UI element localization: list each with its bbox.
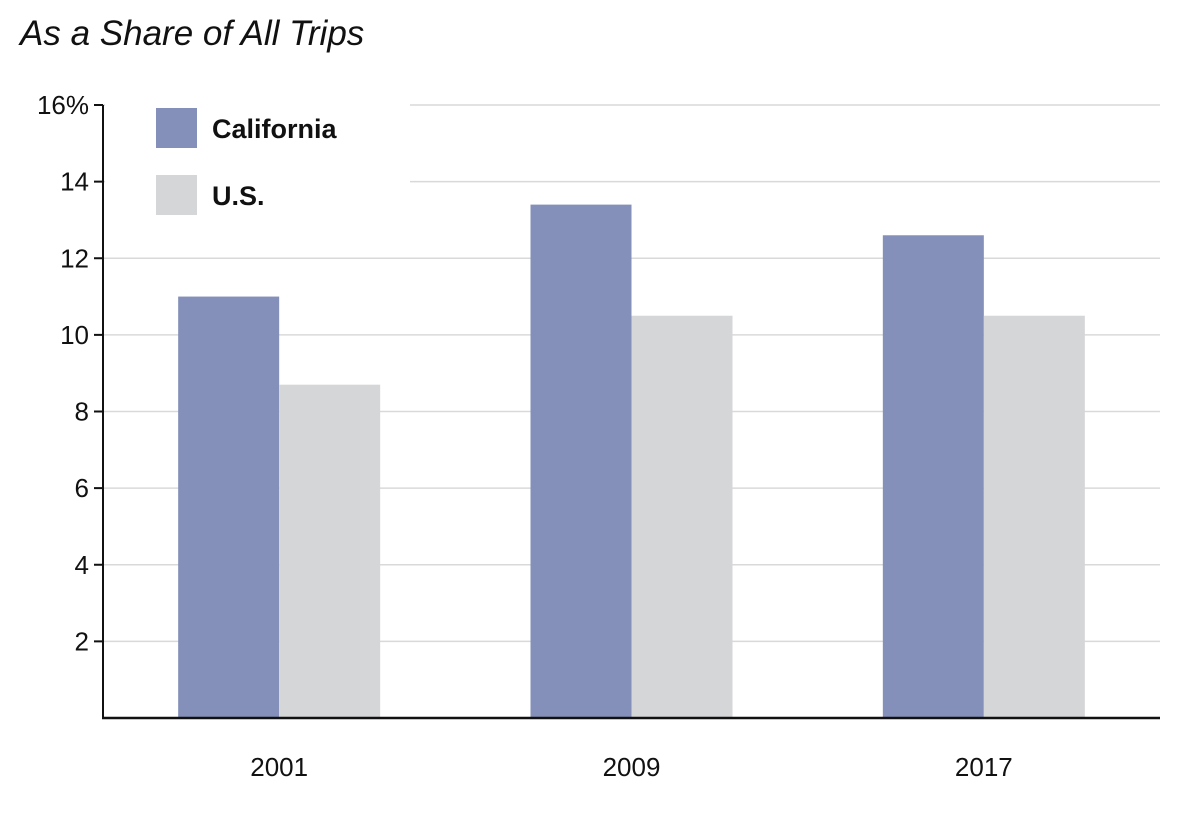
y-tick-label: 8 <box>75 397 89 427</box>
y-tick-label: 16% <box>37 90 89 120</box>
bar-us-2009 <box>631 315 733 718</box>
chart-title: As a Share of All Trips <box>18 14 364 53</box>
x-tick-label: 2009 <box>603 752 661 782</box>
y-tick-label: 10 <box>60 320 89 350</box>
legend-label: California <box>212 114 338 144</box>
legend-label: U.S. <box>212 181 265 211</box>
y-tick-label: 4 <box>75 550 89 580</box>
bar-us-2017 <box>983 315 1085 718</box>
legend-swatch <box>156 175 197 215</box>
bar-california-2017 <box>882 235 984 718</box>
y-tick-label: 12 <box>60 243 89 273</box>
bar-california-2001 <box>178 296 280 718</box>
x-tick-label: 2001 <box>250 752 308 782</box>
x-tick-label: 2017 <box>955 752 1013 782</box>
y-tick-label: 14 <box>60 167 89 197</box>
legend-swatch <box>156 108 197 148</box>
y-tick-label: 6 <box>75 473 89 503</box>
bar-us-2001 <box>279 384 381 718</box>
bar-california-2009 <box>530 204 632 719</box>
y-tick-label: 2 <box>75 626 89 656</box>
legend-background <box>105 95 410 225</box>
